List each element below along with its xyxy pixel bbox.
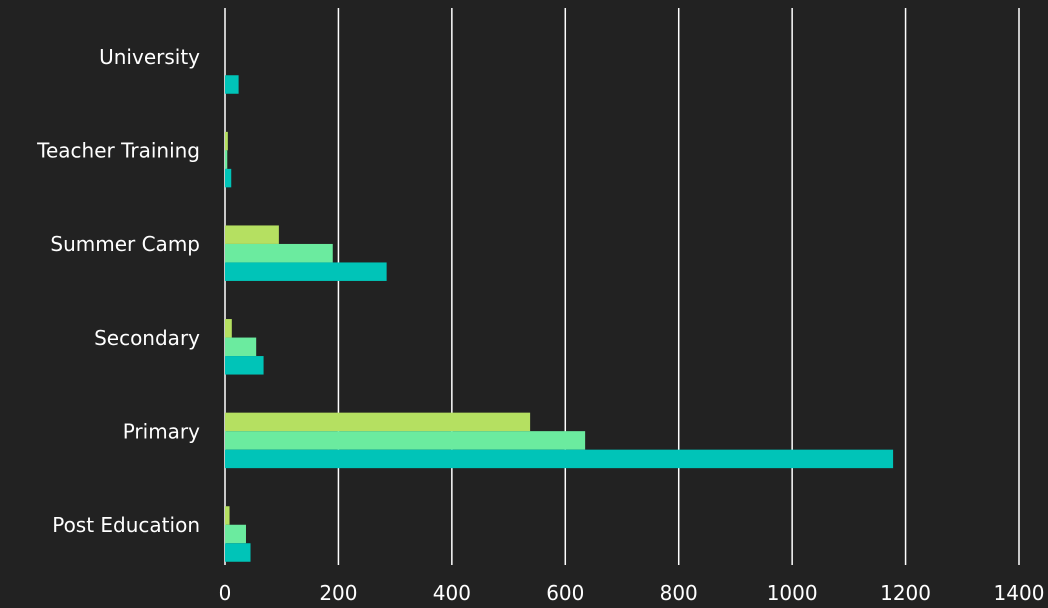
category-label: Post Education xyxy=(52,513,200,537)
bar xyxy=(225,356,264,375)
bars xyxy=(225,75,894,562)
category-label: Primary xyxy=(123,419,200,443)
x-tick-label: 800 xyxy=(660,581,698,605)
gridlines xyxy=(224,8,1020,565)
bar xyxy=(225,337,257,357)
x-tick-labels: 0 200 400 600 800 1000 1200 1400 xyxy=(219,581,1045,605)
x-tick-label: 1400 xyxy=(994,581,1045,605)
bar xyxy=(225,150,228,169)
category-label: Secondary xyxy=(94,326,200,350)
bar xyxy=(225,319,232,338)
bar xyxy=(225,243,333,263)
category-labels: University Teacher Training Summer Camp Sec… xyxy=(36,45,200,537)
bar xyxy=(225,75,239,94)
category-label: University xyxy=(99,45,200,69)
x-tick-label: 200 xyxy=(319,581,357,605)
x-tick-label: 1000 xyxy=(767,581,818,605)
bar xyxy=(225,262,387,281)
x-tick-label: 400 xyxy=(433,581,471,605)
bar xyxy=(225,524,246,544)
bar xyxy=(225,449,894,469)
bar xyxy=(225,506,230,525)
bar xyxy=(225,168,232,188)
bar xyxy=(225,543,251,562)
bar xyxy=(225,431,586,450)
bar xyxy=(225,225,279,244)
bar xyxy=(225,131,228,151)
category-label: Teacher Training xyxy=(36,139,200,163)
x-tick-label: 1200 xyxy=(880,581,931,605)
bar xyxy=(225,412,531,432)
category-label: Summer Camp xyxy=(50,232,200,256)
x-tick-label: 0 xyxy=(219,581,232,605)
x-tick-label: 600 xyxy=(546,581,584,605)
